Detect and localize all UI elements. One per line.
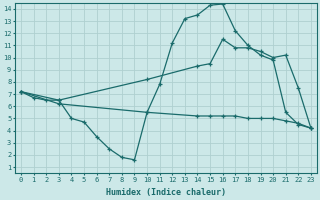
X-axis label: Humidex (Indice chaleur): Humidex (Indice chaleur) [106,188,226,197]
